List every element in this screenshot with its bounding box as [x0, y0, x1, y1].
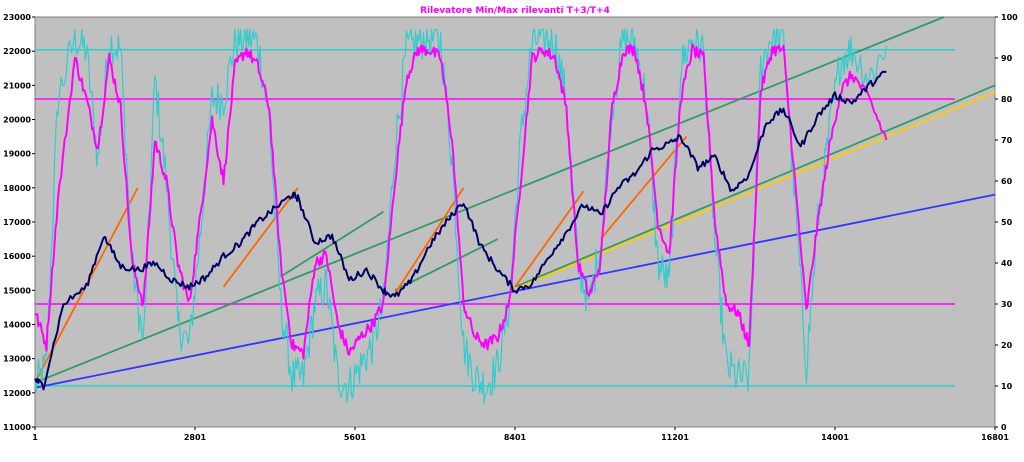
y-left-tick-label-5: 16000: [3, 252, 31, 261]
y-left-tick-label-0: 11000: [3, 423, 31, 432]
trendline-5: [280, 210, 384, 278]
y-right-tick-label-8: 80: [1001, 95, 1013, 104]
y-right-tick-label-3: 30: [1001, 300, 1013, 309]
y-left-tick-label-6: 17000: [3, 218, 31, 227]
y-right-tick-label-1: 10: [1001, 382, 1013, 391]
x-tick-label-4: 11201: [661, 433, 689, 442]
x-tick-label-2: 5601: [344, 433, 367, 442]
x-tick-label-0: 1: [32, 433, 38, 442]
x-tick-label-6: 16801: [981, 433, 1009, 442]
trendline-7: [222, 187, 299, 288]
y-axis-left: 11000 12000 13000 14000 15000 16000 17000 18000…: [3, 13, 35, 432]
y-right-tick-label-5: 50: [1001, 218, 1013, 227]
series-line-2: [34, 28, 887, 405]
trendline-9: [514, 190, 585, 288]
trendline-10: [599, 136, 688, 240]
trendline-1: [514, 84, 996, 288]
series-line-1: [34, 43, 888, 360]
x-tick-label-5: 14001: [821, 433, 849, 442]
y-left-tick-label-12: 23000: [3, 13, 31, 22]
y-left-tick-label-4: 15000: [3, 286, 31, 295]
x-tick-label-1: 2801: [184, 433, 207, 442]
trendlines: [34, 16, 996, 389]
y-left-tick-label-1: 12000: [3, 389, 31, 398]
series-lines: [34, 28, 888, 405]
x-tick-label-3: 8401: [504, 433, 527, 442]
y-left-tick-label-11: 22000: [3, 47, 31, 56]
x-axis: 1 2801 5601 8401 11201 14001 16801: [32, 427, 1009, 442]
y-left-tick-label-9: 20000: [3, 116, 31, 125]
y-left-tick-label-3: 14000: [3, 321, 31, 330]
y-right-tick-label-6: 60: [1001, 177, 1013, 186]
chart-title: Rilevatore Min/Max rilevanti T+3/T+4: [420, 6, 610, 16]
y-axis-right: 0 10 20 30 40 50 60 70 80 90 100: [995, 13, 1018, 432]
y-left-tick-label-8: 19000: [3, 150, 31, 159]
trendline-8: [394, 187, 465, 295]
y-right-tick-label-2: 20: [1001, 341, 1013, 350]
y-left-tick-label-10: 21000: [3, 81, 31, 90]
y-right-tick-label-10: 100: [1001, 13, 1018, 22]
y-right-tick-label-9: 90: [1001, 54, 1013, 63]
y-right-tick-label-0: 0: [1001, 423, 1007, 432]
y-left-tick-label-7: 18000: [3, 184, 31, 193]
y-left-tick-label-2: 13000: [3, 355, 31, 364]
y-right-tick-label-7: 70: [1001, 136, 1013, 145]
trendline-0: [34, 16, 945, 384]
series-line-0: [34, 70, 887, 391]
y-right-tick-label-4: 40: [1001, 259, 1013, 268]
trendline-3: [514, 91, 996, 290]
trendline-4: [394, 238, 499, 292]
